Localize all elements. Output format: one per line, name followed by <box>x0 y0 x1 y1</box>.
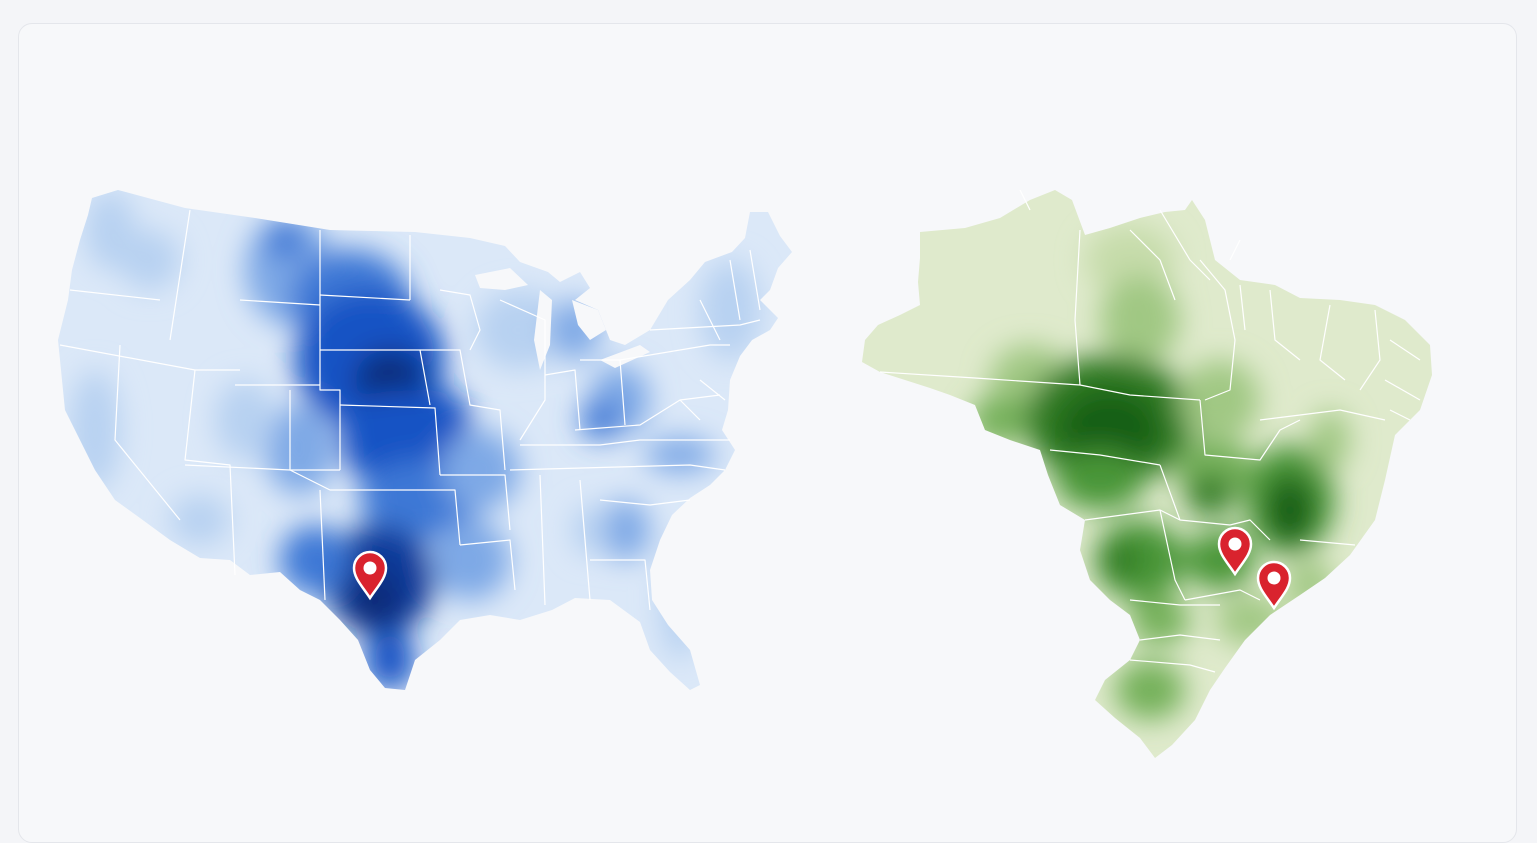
lake-erie <box>600 345 650 368</box>
map-pin-icon <box>352 550 388 601</box>
brazil-map <box>862 189 1432 758</box>
map-canvas <box>58 189 1432 758</box>
map-pin-dot <box>1267 571 1281 585</box>
location-pin[interactable] <box>1217 526 1253 577</box>
map-pin-dot <box>1228 537 1242 551</box>
lake-huron <box>572 300 606 340</box>
map-pin-dot <box>363 561 377 575</box>
usa-state-borders <box>59 209 761 611</box>
lake-michigan <box>534 290 552 370</box>
location-pin[interactable] <box>352 550 388 601</box>
lake-superior <box>475 268 528 290</box>
map-pin-icon <box>1256 560 1292 611</box>
usa-map <box>58 190 792 690</box>
brazil-state-borders <box>879 189 1421 673</box>
location-pin[interactable] <box>1256 560 1292 611</box>
map-pin-icon <box>1217 526 1253 577</box>
